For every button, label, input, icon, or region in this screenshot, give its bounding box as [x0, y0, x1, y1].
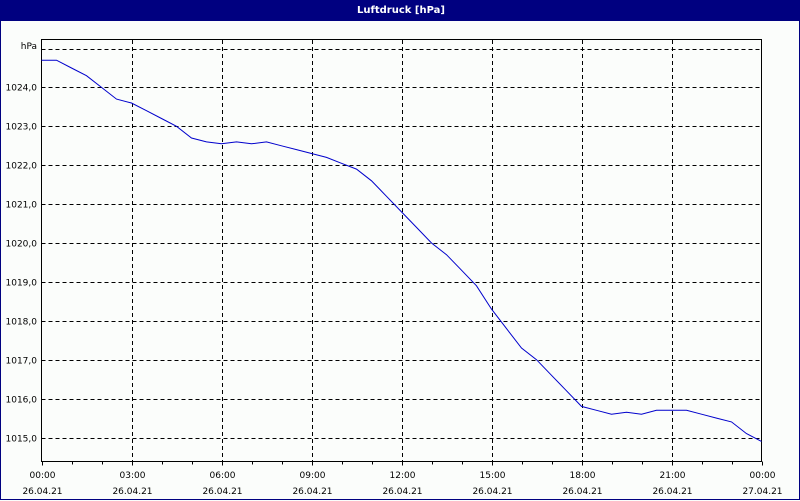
y-tick-label: 1020,0	[6, 240, 38, 250]
pressure-series-line	[41, 59, 762, 442]
x-tick-time-label: 03:00	[120, 471, 146, 481]
y-tick-label: 1021,0	[6, 201, 38, 211]
y-tick-label: 1023,0	[6, 123, 38, 133]
y-tick-label: 1019,0	[6, 279, 38, 289]
plot-area-frame	[41, 39, 762, 462]
x-tick-date-label: 26.04.21	[22, 487, 62, 497]
y-tick-label: 1018,0	[6, 318, 38, 328]
x-tick-date-label: 26.04.21	[382, 487, 422, 497]
x-tick-date-label: 26.04.21	[112, 487, 152, 497]
x-tick-date-label: 26.04.21	[472, 487, 512, 497]
x-tick-time-label: 21:00	[660, 471, 686, 481]
x-tick-time-label: 12:00	[390, 471, 416, 481]
x-tick-date-label: 26.04.21	[292, 487, 332, 497]
y-tick-label: 1016,0	[6, 396, 38, 406]
x-tick-date-label: 26.04.21	[652, 487, 692, 497]
x-tick-date-label: 27.04.21	[742, 487, 782, 497]
x-axis-ticks: 00:00 26.04.21 03:00 26.04.21 06:00 26.04.21 0…	[22, 461, 783, 497]
x-tick-time-label: 15:00	[480, 471, 506, 481]
x-tick-time-label: 00:00	[30, 471, 56, 481]
x-tick-time-label: 06:00	[210, 471, 236, 481]
chart-title: Luftdruck [hPa]	[1, 1, 800, 21]
y-axis-unit-label: hPa	[21, 42, 37, 52]
x-tick-date-label: 26.04.21	[202, 487, 242, 497]
x-tick-time-label: 09:00	[300, 471, 326, 481]
x-tick-time-label: 18:00	[570, 471, 596, 481]
x-tick-date-label: 26.04.21	[562, 487, 602, 497]
x-tick-time-label: 00:00	[750, 471, 776, 481]
y-tick-label: 1022,0	[6, 162, 38, 172]
y-tick-label: 1017,0	[6, 357, 38, 367]
y-axis-ticks: 1024,0 1023,0 1022,0 1021,0 1020,0 1019,0 1018…	[6, 84, 38, 445]
grid-lines	[41, 40, 762, 462]
y-tick-label: 1024,0	[6, 84, 38, 94]
y-tick-label: 1015,0	[6, 435, 38, 445]
